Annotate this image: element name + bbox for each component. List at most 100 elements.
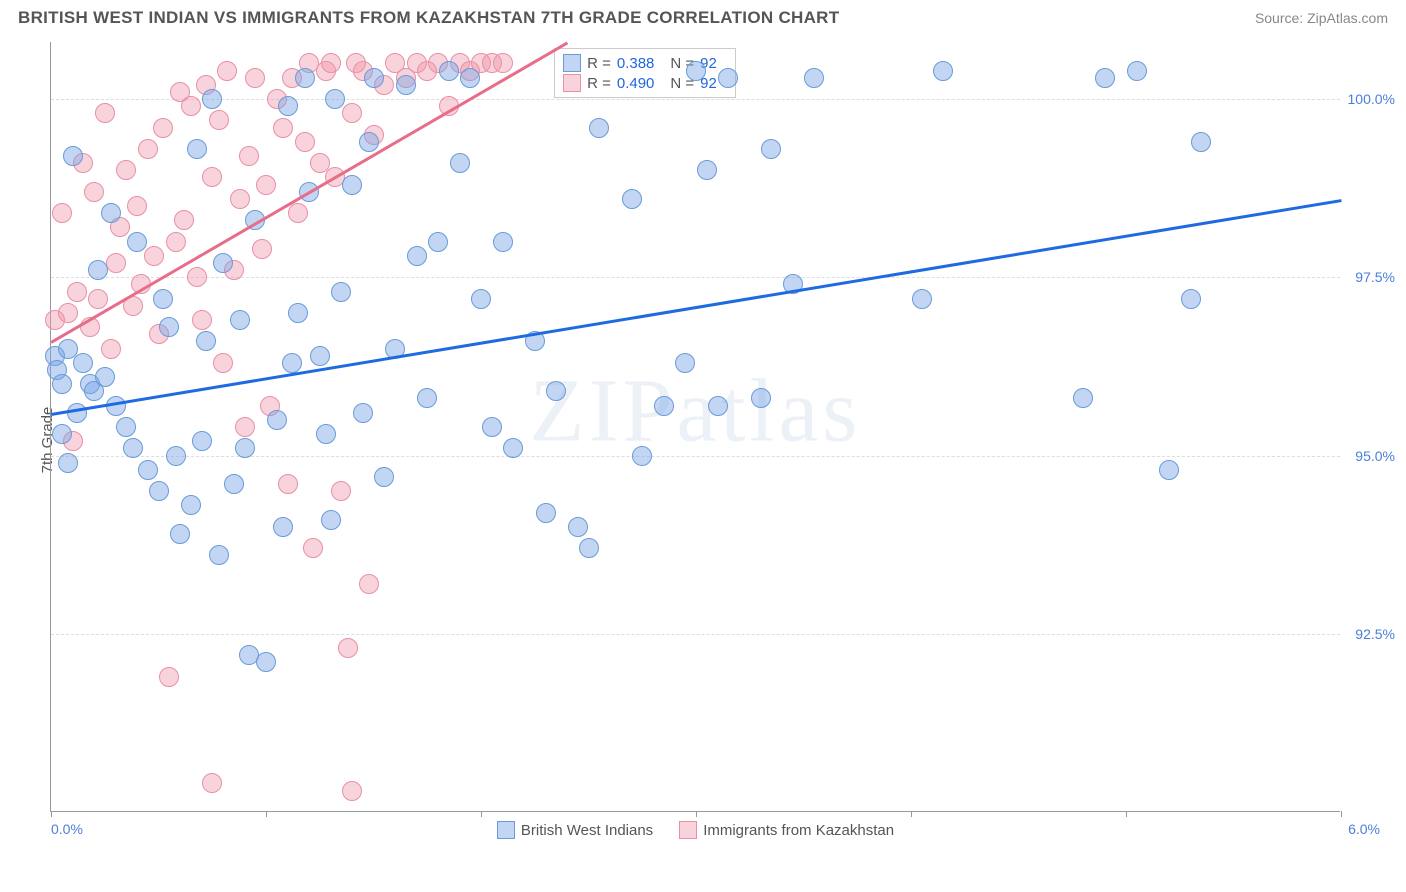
scatter-point-pink — [303, 538, 323, 558]
stats-r1-value: 0.388 — [617, 55, 655, 72]
scatter-point-blue — [686, 61, 706, 81]
x-axis-max-label: 6.0% — [1348, 821, 1380, 837]
scatter-point-pink — [230, 189, 250, 209]
scatter-point-pink — [166, 232, 186, 252]
scatter-point-blue — [73, 353, 93, 373]
scatter-point-blue — [359, 132, 379, 152]
y-tick-label: 100.0% — [1348, 91, 1395, 107]
scatter-point-blue — [804, 68, 824, 88]
scatter-point-blue — [278, 96, 298, 116]
scatter-point-blue — [546, 381, 566, 401]
scatter-point-blue — [170, 524, 190, 544]
scatter-point-blue — [116, 417, 136, 437]
scatter-point-pink — [278, 474, 298, 494]
scatter-point-blue — [127, 232, 147, 252]
scatter-point-pink — [153, 118, 173, 138]
scatter-point-pink — [192, 310, 212, 330]
scatter-point-blue — [187, 139, 207, 159]
scatter-point-blue — [364, 68, 384, 88]
scatter-point-blue — [718, 68, 738, 88]
scatter-point-blue — [708, 396, 728, 416]
scatter-point-blue — [295, 68, 315, 88]
scatter-point-pink — [58, 303, 78, 323]
scatter-point-pink — [235, 417, 255, 437]
scatter-point-pink — [181, 96, 201, 116]
scatter-point-pink — [338, 638, 358, 658]
scatter-point-blue — [1159, 460, 1179, 480]
scatter-point-pink — [493, 53, 513, 73]
y-tick-label: 97.5% — [1355, 269, 1395, 285]
scatter-point-pink — [159, 667, 179, 687]
scatter-point-blue — [353, 403, 373, 423]
scatter-point-pink — [101, 339, 121, 359]
stats-r-label: R = — [587, 55, 611, 72]
scatter-point-blue — [1181, 289, 1201, 309]
legend-swatch-blue — [497, 821, 515, 839]
scatter-point-pink — [245, 68, 265, 88]
scatter-point-blue — [503, 438, 523, 458]
scatter-point-pink — [84, 182, 104, 202]
scatter-point-blue — [88, 260, 108, 280]
scatter-point-blue — [589, 118, 609, 138]
scatter-point-blue — [166, 446, 186, 466]
scatter-point-blue — [374, 467, 394, 487]
scatter-point-blue — [196, 331, 216, 351]
scatter-point-blue — [101, 203, 121, 223]
scatter-point-pink — [239, 146, 259, 166]
x-tick — [481, 811, 482, 817]
legend-swatch-pink — [679, 821, 697, 839]
scatter-point-pink — [359, 574, 379, 594]
scatter-point-blue — [149, 481, 169, 501]
scatter-point-pink — [106, 253, 126, 273]
scatter-point-blue — [123, 438, 143, 458]
scatter-point-blue — [138, 460, 158, 480]
scatter-point-blue — [316, 424, 336, 444]
gridline-h — [51, 99, 1340, 100]
scatter-point-blue — [417, 388, 437, 408]
x-tick — [1126, 811, 1127, 817]
scatter-point-pink — [217, 61, 237, 81]
stats-r2-value: 0.490 — [617, 75, 655, 92]
scatter-point-blue — [1191, 132, 1211, 152]
scatter-point-blue — [67, 403, 87, 423]
scatter-point-blue — [95, 367, 115, 387]
scatter-point-pink — [213, 353, 233, 373]
scatter-point-pink — [342, 781, 362, 801]
scatter-point-blue — [325, 89, 345, 109]
scatter-point-blue — [675, 353, 695, 373]
scatter-point-blue — [751, 388, 771, 408]
scatter-point-blue — [460, 68, 480, 88]
stats-legend-box: R = 0.388 N = 92 R = 0.490 N = 92 — [554, 48, 736, 98]
scatter-point-blue — [342, 175, 362, 195]
scatter-point-pink — [52, 203, 72, 223]
scatter-point-blue — [697, 160, 717, 180]
scatter-point-blue — [181, 495, 201, 515]
scatter-point-pink — [202, 167, 222, 187]
scatter-point-blue — [632, 446, 652, 466]
scatter-point-blue — [1127, 61, 1147, 81]
x-tick — [1341, 811, 1342, 817]
scatter-point-blue — [568, 517, 588, 537]
scatter-point-blue — [213, 253, 233, 273]
scatter-point-pink — [342, 103, 362, 123]
plot-area: ZIPatlas R = 0.388 N = 92 R = 0.490 N = … — [50, 42, 1340, 812]
scatter-point-blue — [52, 424, 72, 444]
scatter-point-blue — [282, 353, 302, 373]
scatter-point-blue — [428, 232, 448, 252]
scatter-point-blue — [202, 89, 222, 109]
scatter-point-blue — [224, 474, 244, 494]
scatter-point-blue — [933, 61, 953, 81]
x-tick — [696, 811, 697, 817]
scatter-point-blue — [912, 289, 932, 309]
scatter-point-pink — [174, 210, 194, 230]
scatter-point-pink — [144, 246, 164, 266]
scatter-point-blue — [439, 61, 459, 81]
scatter-point-blue — [396, 75, 416, 95]
gridline-h — [51, 277, 1340, 278]
scatter-point-blue — [153, 289, 173, 309]
scatter-point-pink — [187, 267, 207, 287]
scatter-point-pink — [116, 160, 136, 180]
scatter-point-blue — [63, 146, 83, 166]
watermark: ZIPatlas — [530, 360, 862, 463]
scatter-point-pink — [202, 773, 222, 793]
